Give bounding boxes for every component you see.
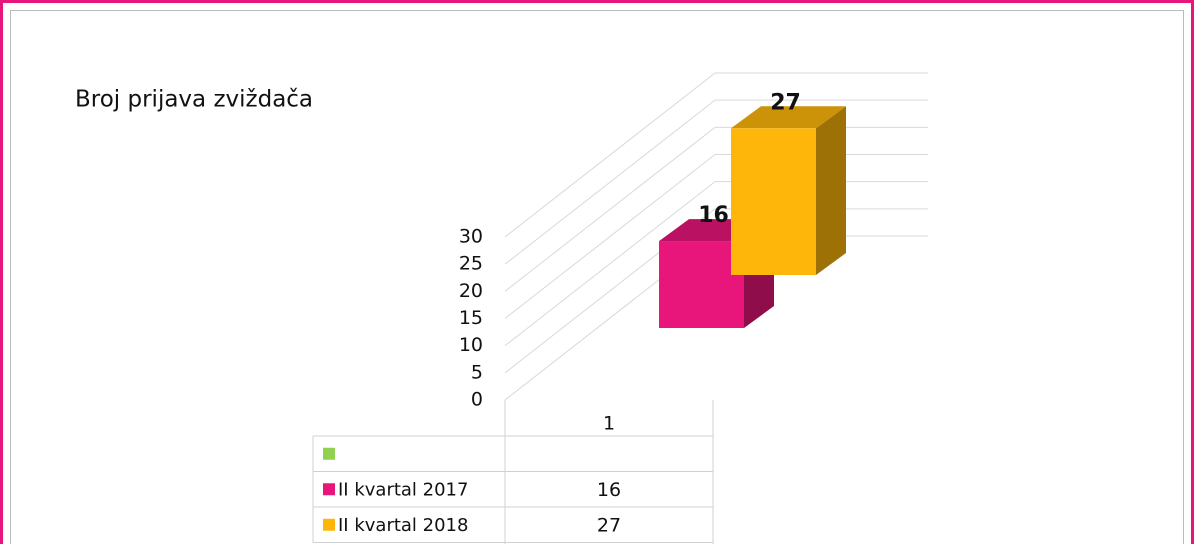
y-tick-label: 25 <box>459 253 483 275</box>
legend-label: II kvartal 2018 <box>338 515 468 536</box>
y-tick-label: 15 <box>459 307 483 329</box>
data-label: 27 <box>770 90 801 115</box>
chart-area <box>10 10 1184 544</box>
y-tick-label: 5 <box>471 361 483 383</box>
chart-title: Broj prijava zviždača <box>75 87 313 113</box>
y-tick-label: 10 <box>459 334 483 356</box>
bar-side <box>816 106 846 275</box>
legend-label: II kvartal 2017 <box>338 479 468 500</box>
x-tick-label: 1 <box>603 413 615 435</box>
grid-line <box>504 154 716 319</box>
y-tick-label: 20 <box>459 280 483 302</box>
bar <box>731 128 816 275</box>
bar-top <box>731 106 846 129</box>
table-value: 16 <box>597 479 621 501</box>
data-label: 16 <box>698 203 729 228</box>
table-value: 27 <box>597 514 621 536</box>
legend-swatch <box>323 483 335 496</box>
grid-line <box>504 72 716 238</box>
legend-swatch <box>323 447 335 460</box>
grid-line <box>504 99 716 265</box>
legend-swatch <box>323 518 335 531</box>
y-tick-label: 0 <box>471 389 483 411</box>
grid-line <box>504 126 716 292</box>
grid-line <box>504 181 716 347</box>
y-tick-label: 30 <box>459 226 483 248</box>
bar <box>659 241 744 328</box>
